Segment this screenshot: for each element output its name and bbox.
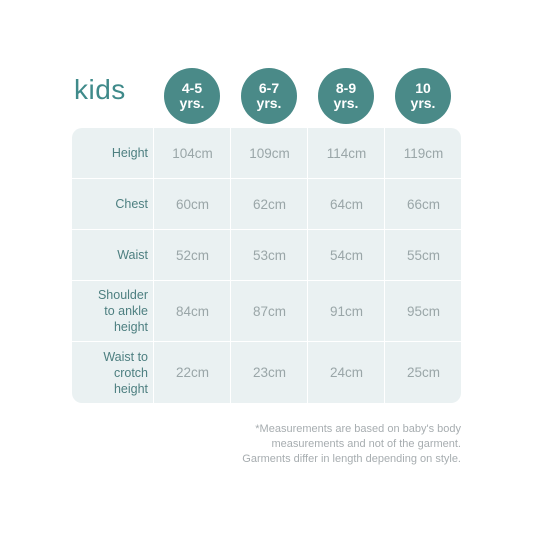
row-label: Waist: [117, 248, 148, 262]
table-cell: 104cm: [153, 128, 231, 178]
row-label: Chest: [115, 197, 148, 211]
size-badge-8-9: 8-9 yrs.: [318, 68, 374, 124]
table-cell: 25cm: [384, 342, 461, 403]
table-cell: 119cm: [384, 128, 461, 178]
table-cell: 95cm: [384, 281, 461, 341]
table-cell: 55cm: [384, 230, 461, 280]
size-badge-10: 10 yrs.: [395, 68, 451, 124]
table-cell: 53cm: [230, 230, 308, 280]
row-label: Shoulder to ankle height: [97, 288, 148, 334]
table-cell: 24cm: [307, 342, 385, 403]
page-title: kids: [74, 74, 126, 105]
table-cell: 23cm: [230, 342, 308, 403]
table-cell: 54cm: [307, 230, 385, 280]
table-row-waist: Waist 52cm 53cm 54cm 55cm: [72, 230, 461, 281]
table-row-height: Height 104cm 109cm 114cm 119cm: [72, 128, 461, 179]
size-badge-4-5: 4-5 yrs.: [164, 68, 220, 124]
table-row-chest: Chest 60cm 62cm 64cm 66cm: [72, 179, 461, 230]
row-label: Waist to crotch height: [103, 349, 148, 396]
table-cell: 64cm: [307, 179, 385, 229]
table-cell: 84cm: [153, 281, 231, 341]
table-row-waist-to-crotch: Waist to crotch height 22cm 23cm 24cm 25…: [72, 342, 461, 403]
table-cell: 60cm: [153, 179, 231, 229]
size-badge-6-7: 6-7 yrs.: [241, 68, 297, 124]
table-cell: 66cm: [384, 179, 461, 229]
table-cell: 52cm: [153, 230, 231, 280]
table-cell: 87cm: [230, 281, 308, 341]
table-row-shoulder-to-ankle: Shoulder to ankle height 84cm 87cm 91cm …: [72, 281, 461, 342]
measurement-note: *Measurements are based on baby's body m…: [242, 423, 461, 465]
table-cell: 22cm: [153, 342, 231, 403]
row-label: Height: [111, 146, 148, 160]
table-cell: 62cm: [230, 179, 308, 229]
table-cell: 109cm: [230, 128, 308, 178]
table-cell: 114cm: [307, 128, 385, 178]
table-cell: 91cm: [307, 281, 385, 341]
size-chart-table: Height 104cm 109cm 114cm 119cm Chest 60c…: [72, 128, 461, 403]
